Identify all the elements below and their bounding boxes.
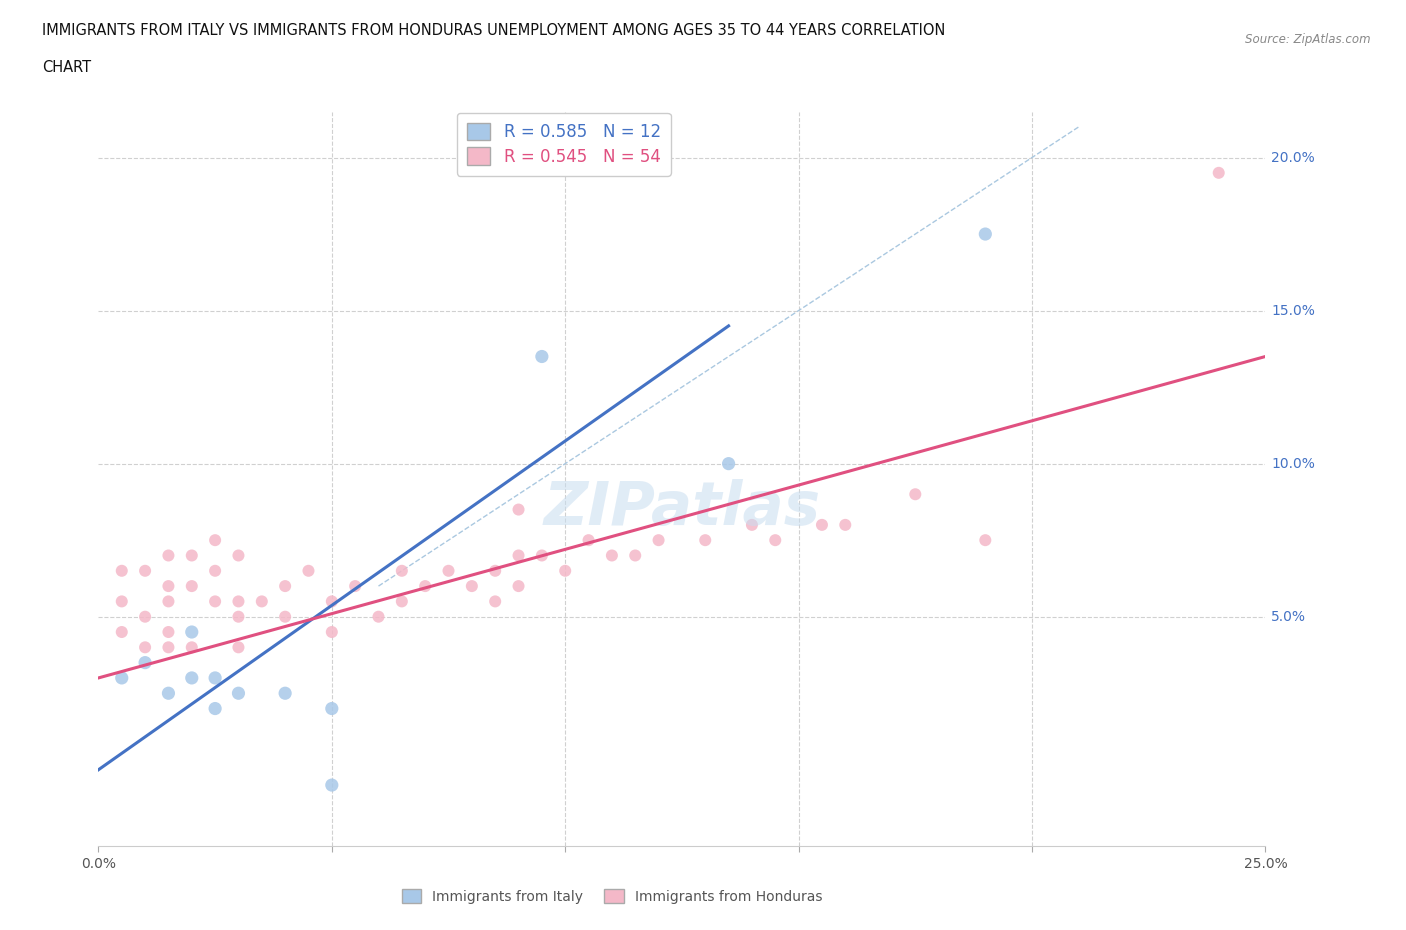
- Point: [274, 685, 297, 700]
- Text: 20.0%: 20.0%: [1271, 151, 1315, 165]
- Point: [741, 517, 763, 532]
- Point: [763, 533, 786, 548]
- Point: [484, 594, 506, 609]
- Point: [204, 564, 226, 578]
- Point: [530, 349, 553, 364]
- Point: [204, 533, 226, 548]
- Point: [391, 564, 413, 578]
- Point: [157, 548, 180, 563]
- Point: [974, 227, 997, 242]
- Point: [111, 594, 134, 609]
- Point: [134, 564, 156, 578]
- Point: [111, 671, 134, 685]
- Point: [904, 486, 927, 501]
- Legend: Immigrants from Italy, Immigrants from Honduras: Immigrants from Italy, Immigrants from H…: [396, 884, 828, 910]
- Point: [157, 594, 180, 609]
- Point: [157, 640, 180, 655]
- Point: [578, 533, 600, 548]
- Point: [134, 655, 156, 670]
- Point: [228, 609, 250, 624]
- Point: [228, 640, 250, 655]
- Point: [461, 578, 484, 593]
- Point: [508, 548, 530, 563]
- Point: [321, 625, 343, 640]
- Point: [204, 671, 226, 685]
- Point: [1208, 166, 1230, 180]
- Text: ZIPatlas: ZIPatlas: [543, 479, 821, 538]
- Point: [157, 685, 180, 700]
- Point: [321, 594, 343, 609]
- Point: [297, 564, 319, 578]
- Point: [228, 685, 250, 700]
- Text: 10.0%: 10.0%: [1271, 457, 1315, 471]
- Text: IMMIGRANTS FROM ITALY VS IMMIGRANTS FROM HONDURAS UNEMPLOYMENT AMONG AGES 35 TO : IMMIGRANTS FROM ITALY VS IMMIGRANTS FROM…: [42, 23, 946, 38]
- Text: 15.0%: 15.0%: [1271, 303, 1315, 317]
- Text: Source: ZipAtlas.com: Source: ZipAtlas.com: [1246, 33, 1371, 46]
- Point: [344, 578, 367, 593]
- Point: [180, 640, 202, 655]
- Point: [391, 594, 413, 609]
- Point: [321, 701, 343, 716]
- Point: [274, 609, 297, 624]
- Point: [484, 564, 506, 578]
- Point: [600, 548, 623, 563]
- Point: [554, 564, 576, 578]
- Point: [250, 594, 273, 609]
- Point: [157, 625, 180, 640]
- Text: 5.0%: 5.0%: [1271, 610, 1306, 624]
- Point: [811, 517, 834, 532]
- Point: [228, 594, 250, 609]
- Point: [974, 533, 997, 548]
- Point: [111, 564, 134, 578]
- Point: [508, 578, 530, 593]
- Point: [204, 594, 226, 609]
- Point: [111, 625, 134, 640]
- Point: [413, 578, 436, 593]
- Point: [834, 517, 856, 532]
- Point: [204, 701, 226, 716]
- Point: [695, 533, 717, 548]
- Point: [180, 671, 202, 685]
- Point: [274, 578, 297, 593]
- Point: [134, 640, 156, 655]
- Point: [647, 533, 669, 548]
- Point: [180, 625, 202, 640]
- Point: [157, 578, 180, 593]
- Point: [624, 548, 647, 563]
- Point: [508, 502, 530, 517]
- Point: [530, 548, 553, 563]
- Point: [367, 609, 389, 624]
- Point: [228, 548, 250, 563]
- Point: [437, 564, 460, 578]
- Point: [180, 578, 202, 593]
- Point: [321, 777, 343, 792]
- Point: [180, 548, 202, 563]
- Point: [134, 609, 156, 624]
- Point: [717, 457, 740, 472]
- Text: CHART: CHART: [42, 60, 91, 75]
